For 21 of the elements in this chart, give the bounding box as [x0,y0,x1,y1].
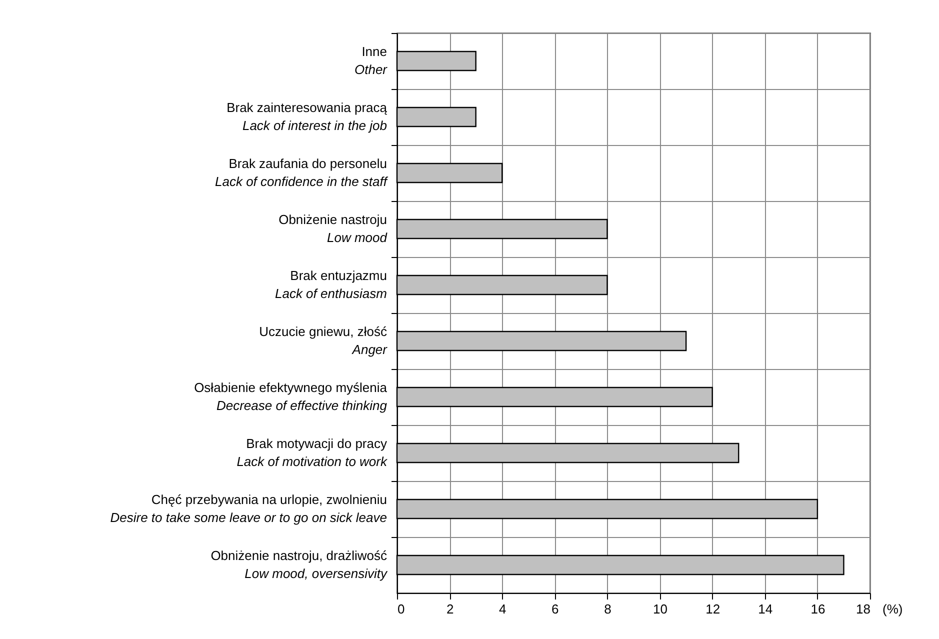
category-label: Osłabienie efektywnego myślenia Decrease of effective thinking [194,380,387,413]
category-label: Brak zainteresowania pracą Lack of interest in the job [226,100,387,133]
x-axis-title: (%) [882,602,903,616]
x-tick-label: 12 [706,602,720,616]
x-tick-label: 6 [552,602,559,616]
category-label: Brak entuzjazmu Lack of enthusiasm [274,268,387,301]
category-label: Obniżenie nastroju Low mood [278,212,387,245]
x-tick-label: 16 [810,602,826,616]
x-tick-label: 18 [856,602,870,616]
x-tick-label: 14 [758,602,773,616]
x-tick-label: 10 [653,602,668,616]
category-label: Brak zaufania do personelu Lack of confidence in the staff [215,156,387,189]
category-label: Obniżenie nastroju, drażliwość Low mood, oversensivity [210,548,387,581]
x-tick-label: 0 [398,602,405,616]
category-label: Chęć przebywania na urlopie, zwolnieniu Desire to take some leave or to go on sick leave [110,492,387,525]
category-label: Brak motywacji do pracy Lack of motivation to work [236,436,387,469]
x-tick-label: 4 [498,602,506,616]
category-label: Inne Other [354,44,387,77]
category-label: Uczucie gniewu, złość Anger [259,324,387,357]
x-tick-label: 2 [446,602,454,616]
x-tick-label: 8 [604,602,612,616]
